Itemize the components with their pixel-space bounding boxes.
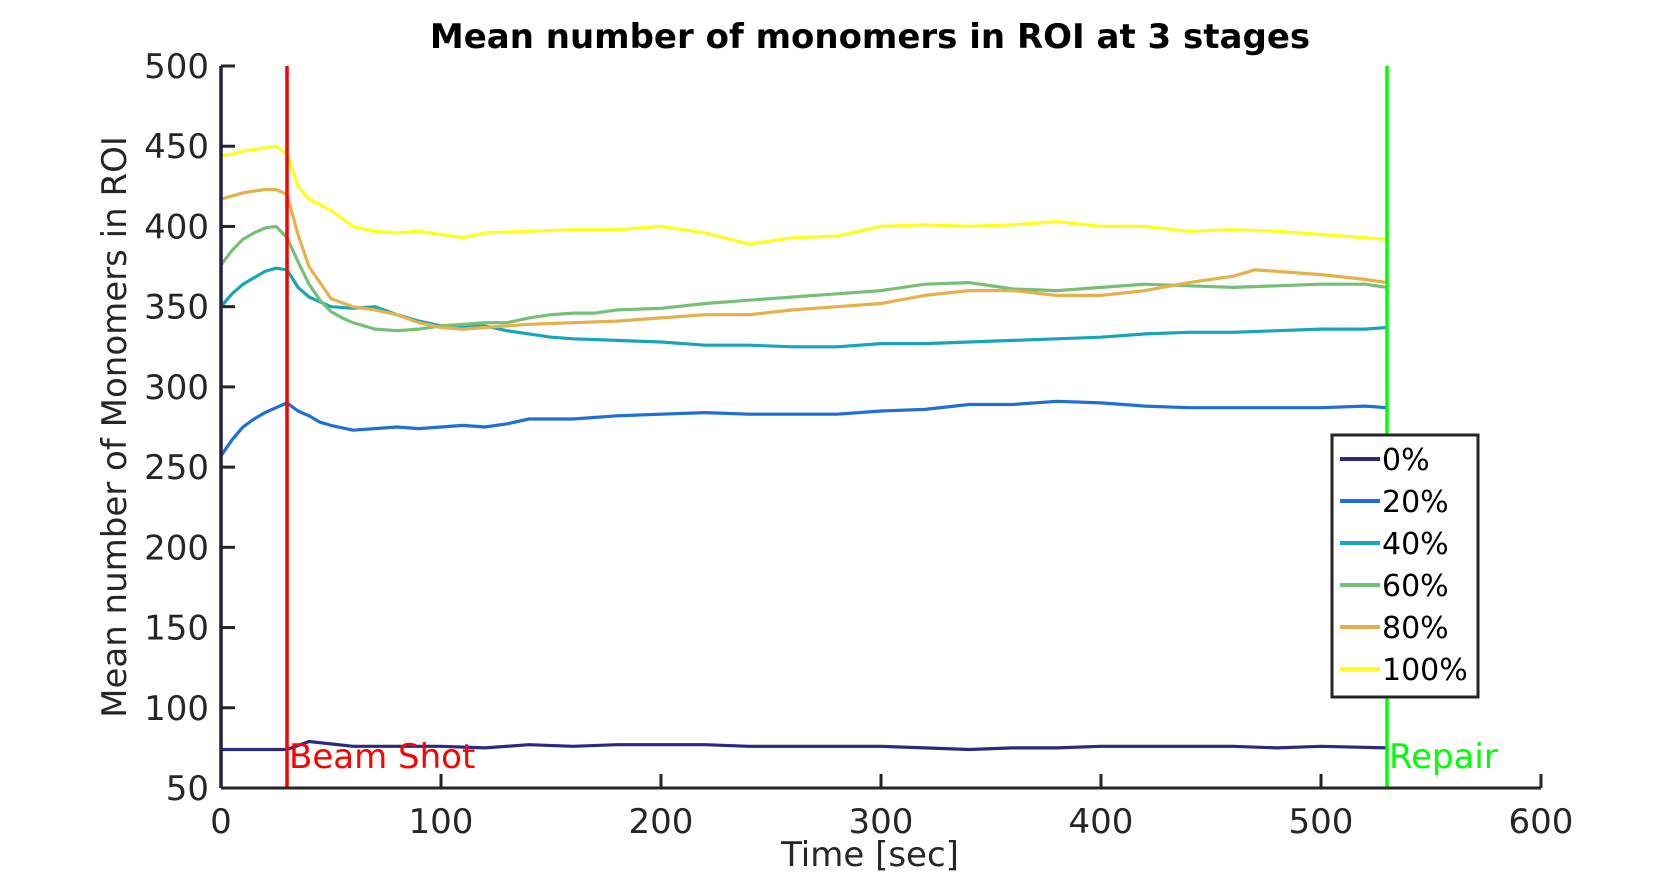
- x-tick-label-0: 0: [210, 802, 232, 842]
- y-axis-label: Mean number of Monomers in ROI: [95, 136, 135, 718]
- y-tick-label-8: 450: [144, 127, 209, 167]
- series-line-5: [220, 144, 1388, 246]
- series-line-1: [219, 399, 1388, 457]
- x-tick-label-6: 600: [1509, 802, 1574, 842]
- x-tick-label-4: 400: [1069, 802, 1134, 842]
- x-tick-label-1: 100: [409, 802, 474, 842]
- legend-label-5: 100%: [1382, 653, 1468, 688]
- series-layer: [219, 144, 1388, 752]
- x-axis-label: Time [sec]: [780, 835, 959, 875]
- series-line-2: [219, 266, 1388, 349]
- legend: 0% 20% 40% 60% 80% 100%: [1330, 433, 1480, 699]
- legend-label-3: 60%: [1382, 569, 1449, 604]
- y-tick-label-5: 300: [144, 368, 209, 408]
- chart-title: Mean number of monomers in ROI at 3 stag…: [430, 17, 1310, 57]
- series-line-4: [220, 187, 1388, 331]
- marker-label-1: Beam Shot: [289, 737, 475, 777]
- axes: 0 100 200 300 400 500 600 50 100 150 200 250 300 350 4…: [144, 47, 1573, 842]
- legend-label-2: 40%: [1382, 527, 1449, 562]
- marker-label-2: Repair: [1389, 737, 1498, 777]
- y-tick-label-9: 500: [144, 47, 209, 87]
- series-line-3: [219, 224, 1388, 333]
- legend-label-0: 0%: [1382, 443, 1430, 478]
- series-line-0: [221, 739, 1388, 752]
- y-tick-label-2: 150: [144, 609, 209, 649]
- y-tick-label-1: 100: [144, 689, 209, 729]
- y-tick-label-3: 200: [144, 528, 209, 568]
- x-tick-label-2: 200: [629, 802, 694, 842]
- y-tick-label-6: 350: [144, 288, 209, 328]
- x-tick-label-3: 300: [849, 802, 914, 842]
- x-tick-label-5: 500: [1289, 802, 1354, 842]
- legend-box: [1330, 433, 1480, 699]
- y-tick-label-7: 400: [144, 207, 209, 247]
- y-tick-label-0: 50: [166, 769, 209, 809]
- y-tick-label-4: 250: [144, 448, 209, 488]
- legend-label-1: 20%: [1382, 485, 1449, 520]
- legend-label-4: 80%: [1382, 611, 1449, 646]
